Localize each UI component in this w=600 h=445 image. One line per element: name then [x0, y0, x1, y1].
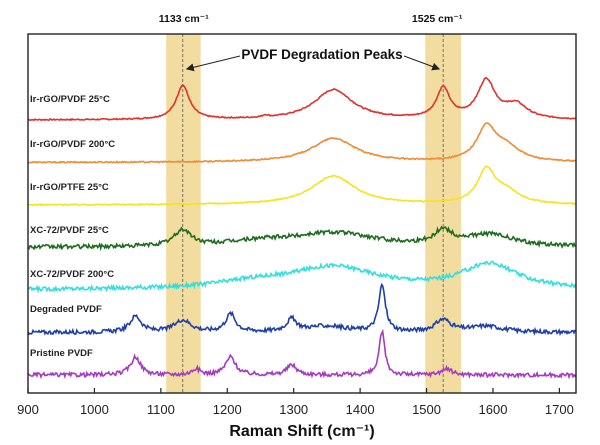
highlight-band	[425, 34, 462, 393]
series-line	[27, 122, 576, 164]
series-line	[27, 76, 577, 122]
band-label: 1133 cm⁻¹	[159, 13, 209, 25]
series-label: Degraded PVDF	[30, 304, 102, 315]
series-labels: Ir-rGO/PVDF 25°C Ir-rGO/PVDF 200°C Ir-rGO/…	[30, 94, 115, 359]
annotation-label: PVDF Degradation Peaks	[241, 47, 402, 62]
series-line	[27, 260, 577, 294]
series-label: Ir-rGO/PTFE 25°C	[30, 182, 109, 193]
x-tick-label: 1500	[412, 402, 441, 417]
x-tick-label: 1600	[479, 402, 508, 417]
highlight-bands	[166, 34, 462, 393]
x-tick-label: 1300	[279, 402, 308, 417]
series-label: XC-72/PVDF 200°C	[30, 269, 114, 280]
series-line	[27, 225, 577, 252]
x-tick-label: 900	[17, 402, 39, 417]
annotation-arrow	[185, 55, 241, 72]
x-axis-title: Raman Shift (cm⁻¹)	[229, 423, 374, 440]
series-label: Ir-rGO/PVDF 25°C	[30, 94, 110, 105]
series-label: XC-72/PVDF 25°C	[30, 225, 109, 236]
highlight-band	[166, 34, 201, 393]
annotation-arrow	[403, 55, 441, 71]
x-tick-label: 1400	[346, 402, 375, 417]
x-tick-label: 1000	[80, 402, 109, 417]
series-lines	[27, 76, 577, 380]
series-line	[27, 328, 577, 380]
series-label: Ir-rGO/PVDF 200°C	[30, 139, 115, 150]
series-line	[27, 282, 577, 337]
degradation-annotation: PVDF Degradation Peaks	[185, 47, 441, 72]
x-axis-ticks: 900 1000 1100 1200 1300 1400 1500 1600 1700	[17, 388, 574, 417]
x-tick-label: 1100	[147, 402, 175, 417]
x-tick-label: 1700	[545, 402, 574, 417]
band-label: 1525 cm⁻¹	[412, 13, 463, 25]
x-tick-label: 1200	[213, 402, 242, 417]
series-line	[27, 165, 577, 207]
plot-frame	[27, 33, 577, 394]
series-label: Pristine PVDF	[30, 348, 93, 359]
